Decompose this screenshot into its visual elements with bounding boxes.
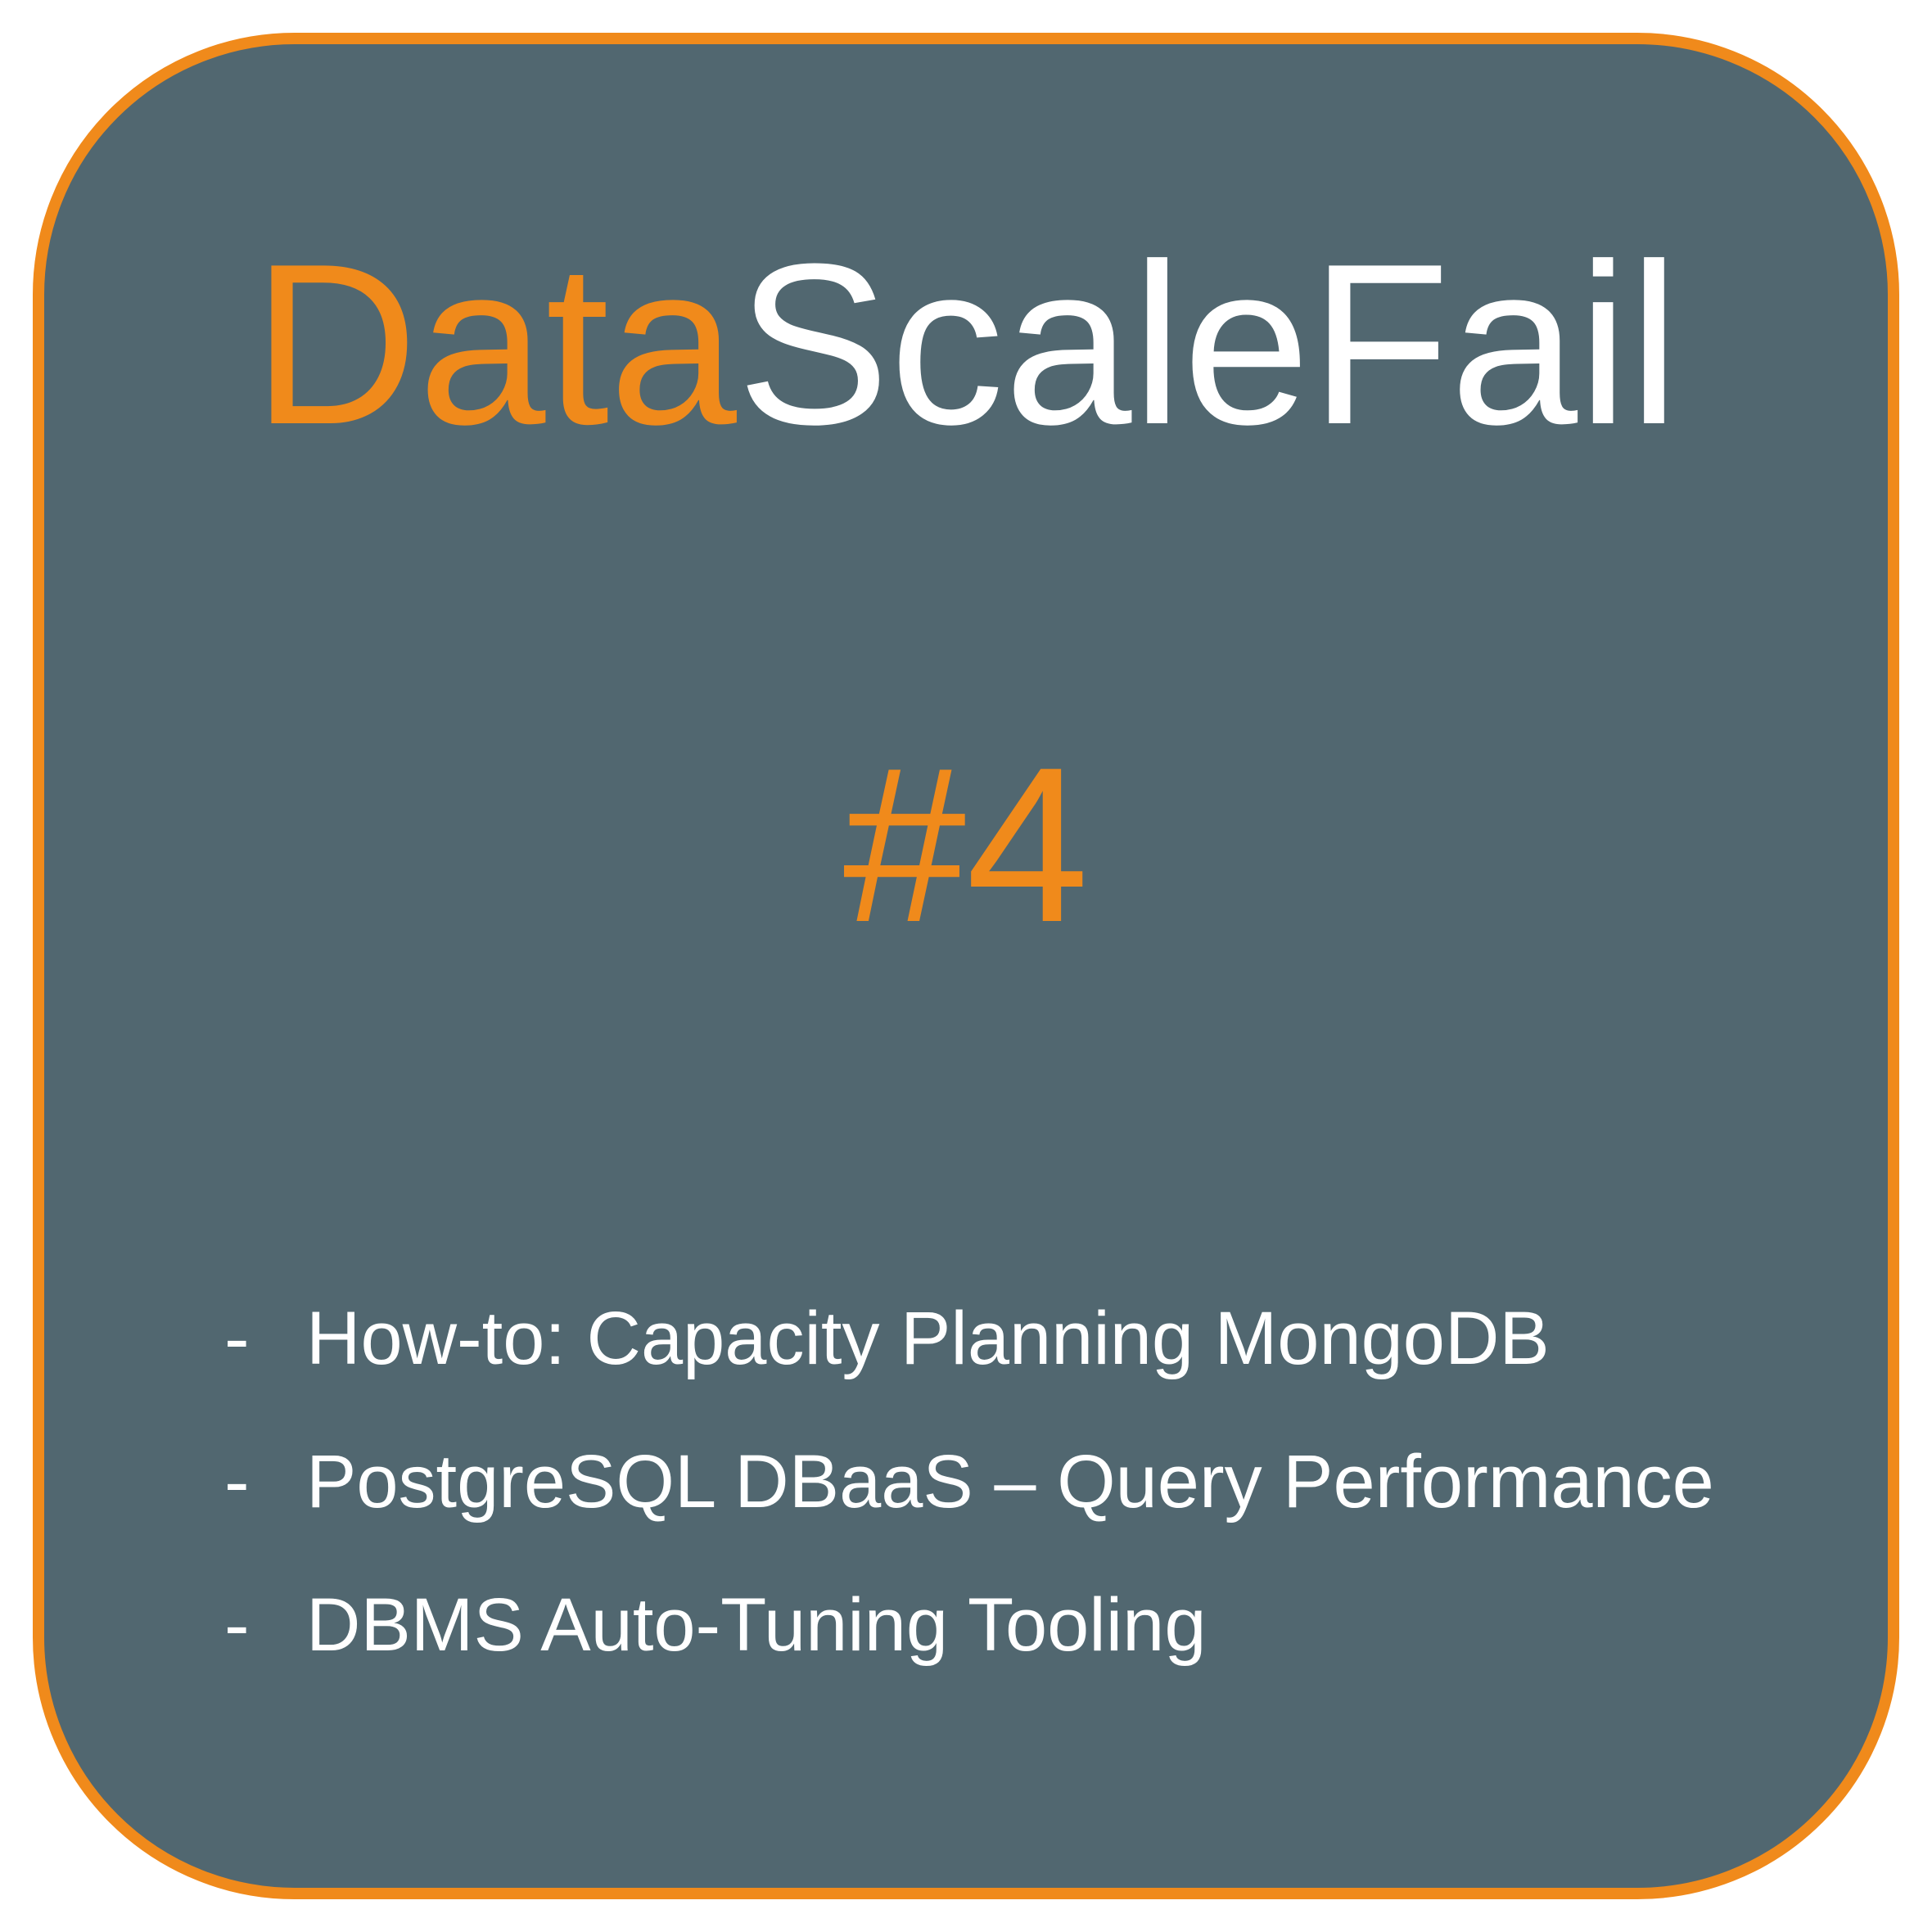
list-item: - PostgreSQL DBaaS – Query Performance (216, 1411, 1740, 1554)
title: DataScaleFail (192, 224, 1740, 465)
topics-list: - How-to: Capacity Planning MongoDB - Po… (192, 1267, 1740, 1696)
list-item: - DBMS Auto-Tuning Tooling (216, 1554, 1740, 1697)
bullet-dash: - (216, 1411, 306, 1554)
list-item: - How-to: Capacity Planning MongoDB (216, 1267, 1740, 1411)
topic-text: PostgreSQL DBaaS – Query Performance (306, 1411, 1714, 1554)
topic-text: How-to: Capacity Planning MongoDB (306, 1267, 1550, 1411)
bullet-dash: - (216, 1267, 306, 1411)
info-card: DataScaleFail #4 - How-to: Capacity Plan… (33, 33, 1899, 1899)
title-accent: Data (252, 217, 736, 472)
bullet-dash: - (216, 1554, 306, 1697)
topic-text: DBMS Auto-Tuning Tooling (306, 1554, 1207, 1697)
title-rest: ScaleFail (737, 217, 1680, 472)
issue-number: #4 (192, 735, 1740, 956)
